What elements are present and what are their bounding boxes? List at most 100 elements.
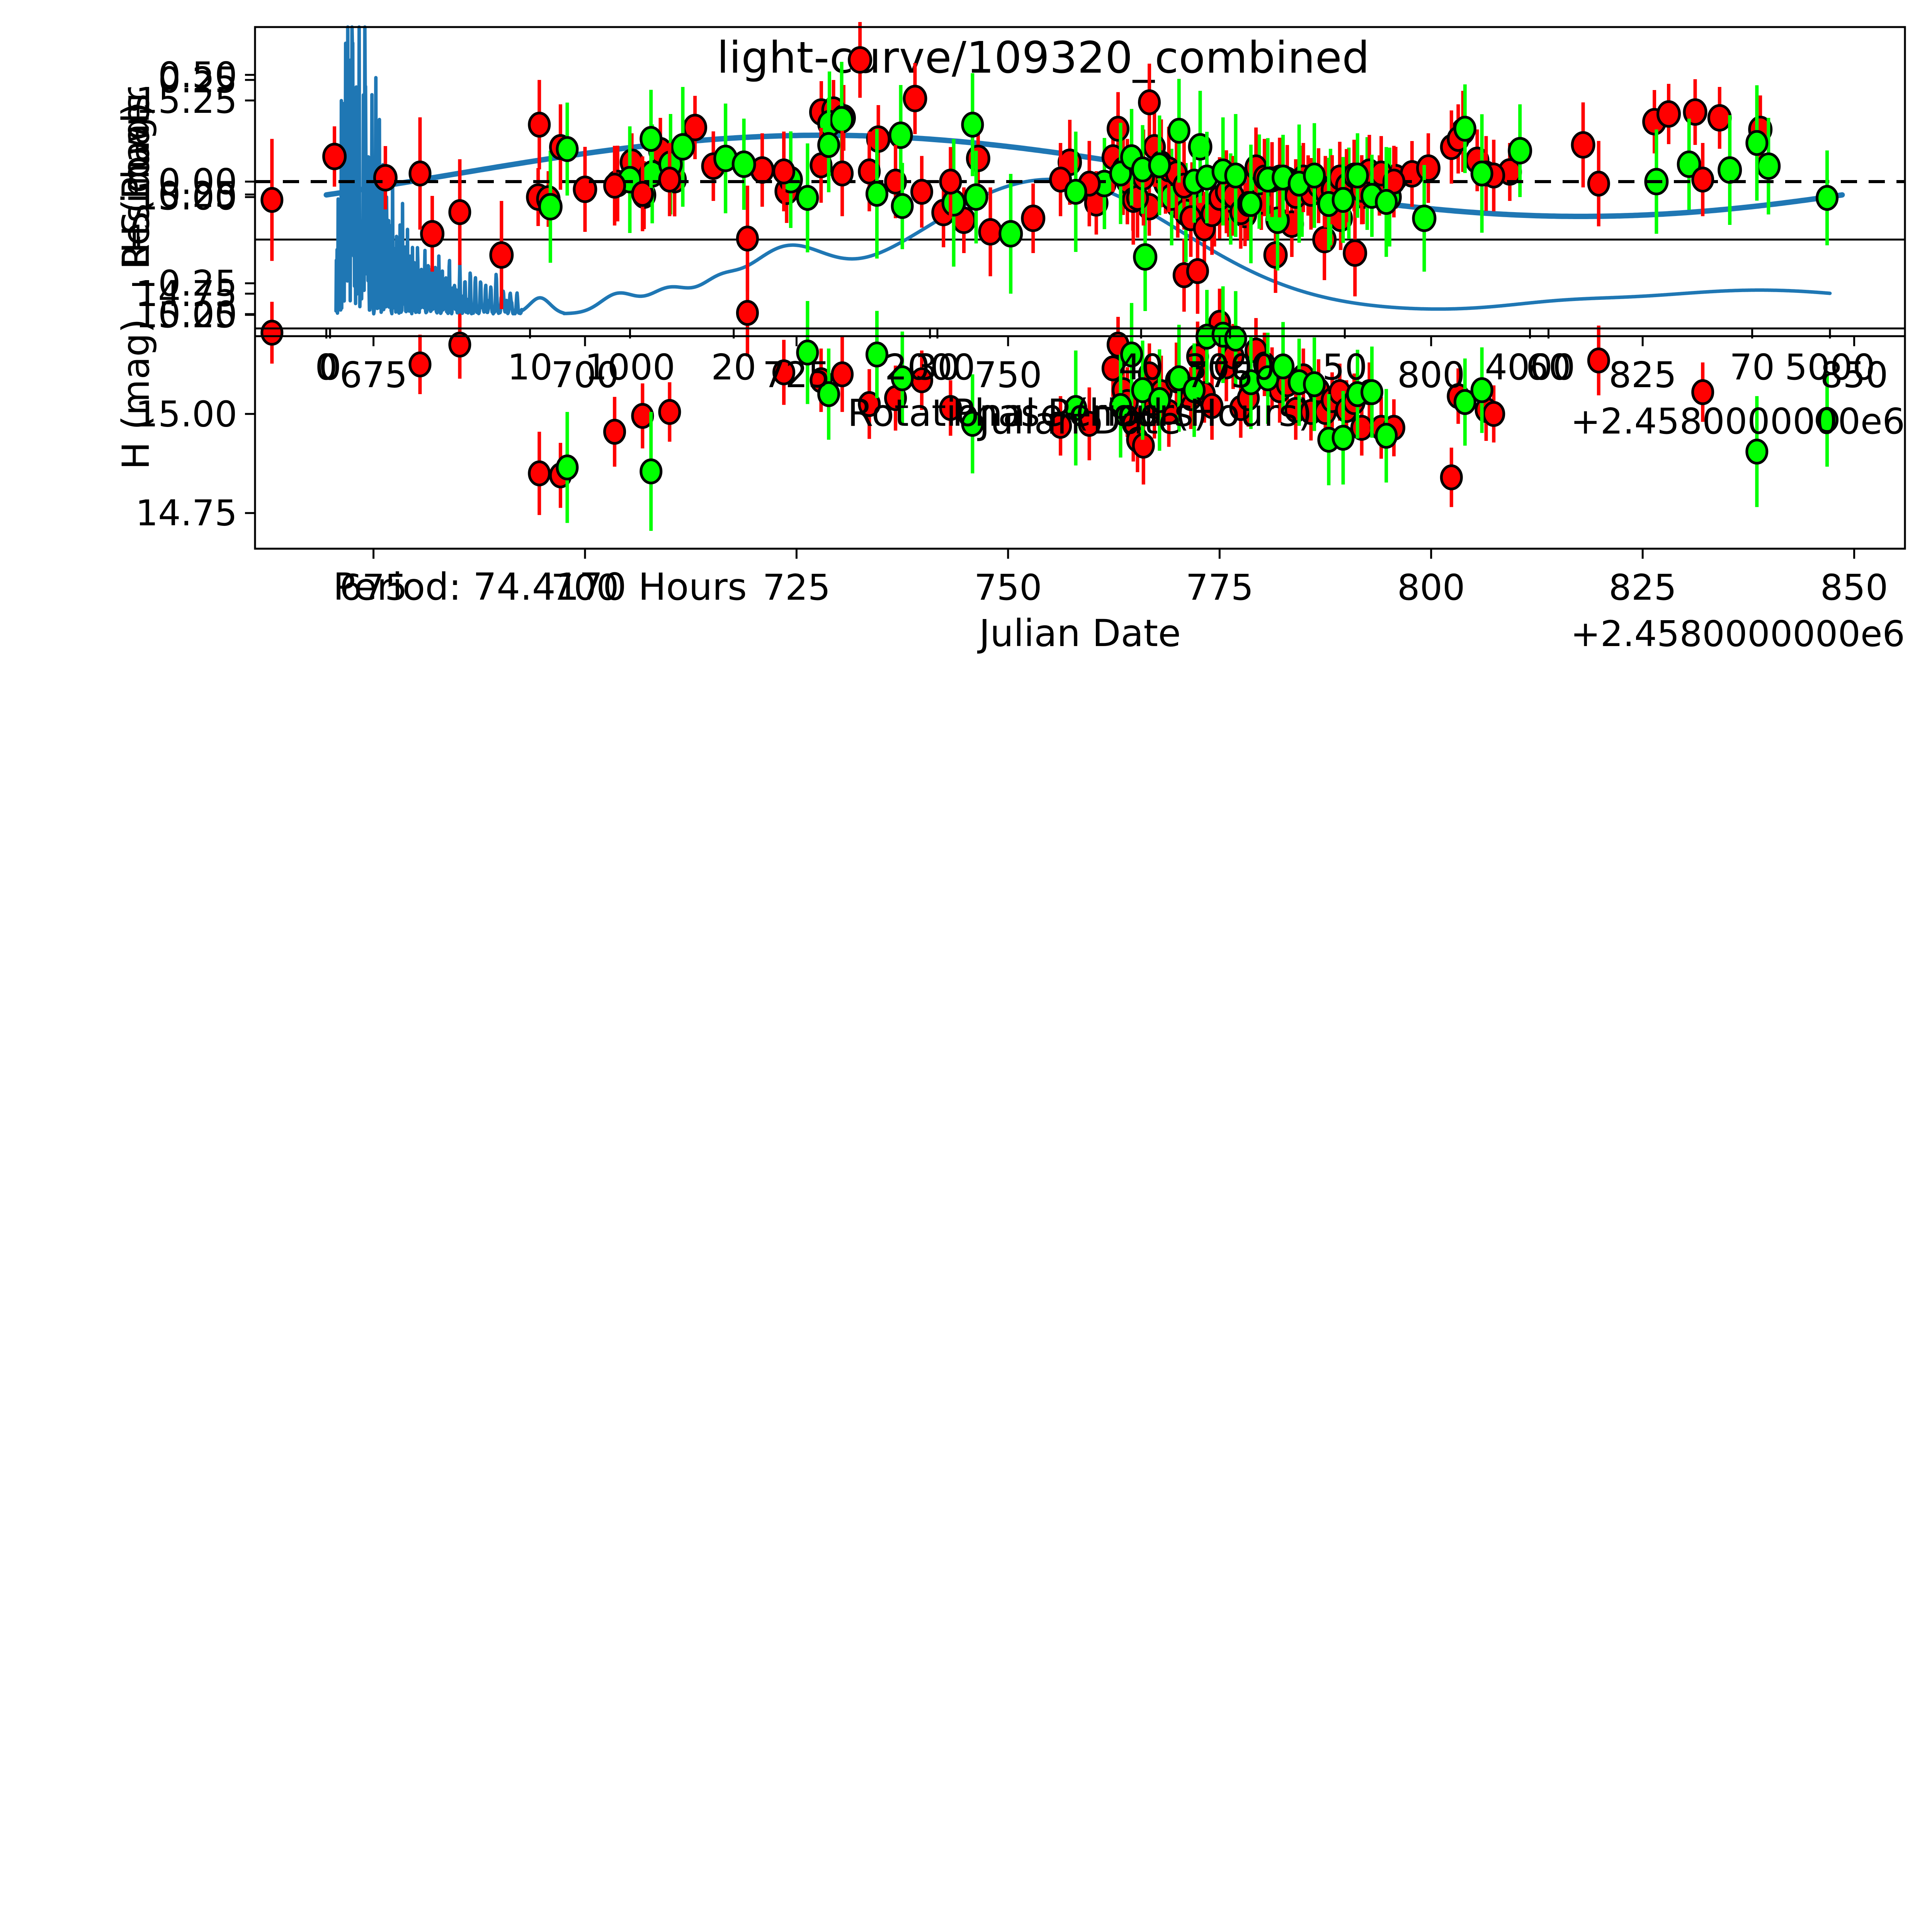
x-tick-label: 725 <box>763 567 831 608</box>
data-point <box>1186 258 1209 284</box>
x-tick-label: 5000 <box>1785 347 1875 388</box>
x-tick-label: 800 <box>1397 354 1465 396</box>
data-point <box>1078 411 1101 437</box>
data-point <box>373 164 398 192</box>
data-point <box>1101 355 1124 381</box>
data-point <box>260 320 284 346</box>
sinusoid-fit-curve <box>323 133 1845 219</box>
x-tick-label: 700 <box>551 354 619 396</box>
data-point <box>1677 150 1701 178</box>
data-point <box>658 167 681 193</box>
data-point <box>1508 137 1532 165</box>
data-point <box>1049 167 1072 193</box>
page-title: light-curve/109320_combined <box>717 33 1370 83</box>
data-point <box>420 220 445 248</box>
data-point <box>964 183 988 211</box>
data-point <box>1201 393 1224 419</box>
data-point <box>1440 464 1463 490</box>
y-tick-label: 15.00 <box>136 393 237 435</box>
x-tick-label: 775 <box>1186 567 1254 608</box>
data-point <box>1064 179 1087 205</box>
x-tick-label: 750 <box>974 567 1042 608</box>
x-tick-label: 825 <box>1609 354 1677 396</box>
data-point <box>603 418 626 445</box>
data-point <box>408 351 432 378</box>
data-point <box>1224 162 1247 189</box>
data-point <box>865 181 888 207</box>
data-point <box>1571 131 1595 159</box>
data-point <box>1109 393 1132 419</box>
data-point <box>998 220 1023 248</box>
data-point <box>888 121 913 149</box>
data-point <box>1375 423 1398 449</box>
data-point <box>1021 204 1046 232</box>
data-point <box>903 85 927 112</box>
x-tick-label: 725 <box>763 354 831 396</box>
data-point <box>639 458 663 485</box>
y-tick-label: 0.00 <box>158 294 237 335</box>
data-point <box>831 361 854 388</box>
x-tick-label: 825 <box>1609 567 1677 608</box>
data-point <box>603 173 626 199</box>
y-tick-label: 15.25 <box>136 294 237 336</box>
x-tick-label: 40 <box>1119 347 1164 388</box>
data-point <box>1120 341 1143 367</box>
data-point <box>848 46 872 74</box>
data-point <box>1453 116 1476 142</box>
y-tick-label: 14.75 <box>136 493 237 534</box>
data-point <box>639 126 663 152</box>
x-tick-label: 675 <box>340 567 408 608</box>
x-tick-label: 70 <box>1730 347 1775 388</box>
data-point <box>1683 98 1708 126</box>
data-point <box>538 193 563 221</box>
data-point <box>260 187 284 213</box>
data-point <box>884 168 907 195</box>
y-tick-label: 0.50 <box>158 54 237 96</box>
x-tick-label: 775 <box>1186 354 1254 396</box>
x-tick-label: 750 <box>974 354 1042 396</box>
data-point <box>1263 241 1288 269</box>
data-point <box>817 381 840 407</box>
data-point <box>891 193 914 219</box>
x-tick-label: 1000 <box>585 347 675 388</box>
data-point <box>1049 413 1072 439</box>
data-point <box>448 332 471 358</box>
x-tick-label: 60 <box>1526 347 1571 388</box>
data-point <box>1816 407 1839 433</box>
x-tick-label: 3000 <box>1185 347 1275 388</box>
data-point <box>1412 204 1437 232</box>
data-point <box>736 300 759 326</box>
data-point <box>961 411 984 437</box>
y-tick-label: −0.25 <box>128 263 237 304</box>
data-point <box>1256 365 1279 391</box>
data-point <box>858 391 881 417</box>
x-axis-label: Rotational Period (Hours) <box>847 391 1313 435</box>
data-point <box>891 365 914 391</box>
x-axis-offset-label: +2.4580000000e6 <box>1571 613 1905 655</box>
data-point <box>961 112 984 138</box>
data-point <box>448 199 471 225</box>
x-axis-label: Julian Date <box>977 612 1181 655</box>
x-tick-label: 850 <box>1820 567 1888 608</box>
data-point <box>1691 379 1714 405</box>
x-axis-label: Phase (hours) <box>952 391 1208 435</box>
data-point <box>556 454 579 481</box>
data-point <box>1691 167 1714 193</box>
data-point <box>910 179 934 205</box>
data-point <box>1332 187 1355 213</box>
data-point <box>1656 100 1681 128</box>
data-point <box>408 160 432 187</box>
series-green <box>556 286 1839 531</box>
data-point <box>1375 189 1398 215</box>
data-point <box>489 241 514 269</box>
data-point <box>1064 395 1087 421</box>
x-axis-offset-label: +2.4580000000e6 <box>1571 401 1905 442</box>
data-point <box>772 158 796 185</box>
x-tick-label: 850 <box>1820 354 1888 396</box>
y-tick-label: 0.25 <box>158 60 237 101</box>
x-tick-label: 700 <box>551 567 619 608</box>
y-tick-label: 0.00 <box>158 161 237 202</box>
panel-periodogram: 0 1000 2000 3000 4000 5000 0.00 0.25 0.50 Rotatio… <box>0 0 1932 444</box>
data-point <box>1343 239 1367 267</box>
